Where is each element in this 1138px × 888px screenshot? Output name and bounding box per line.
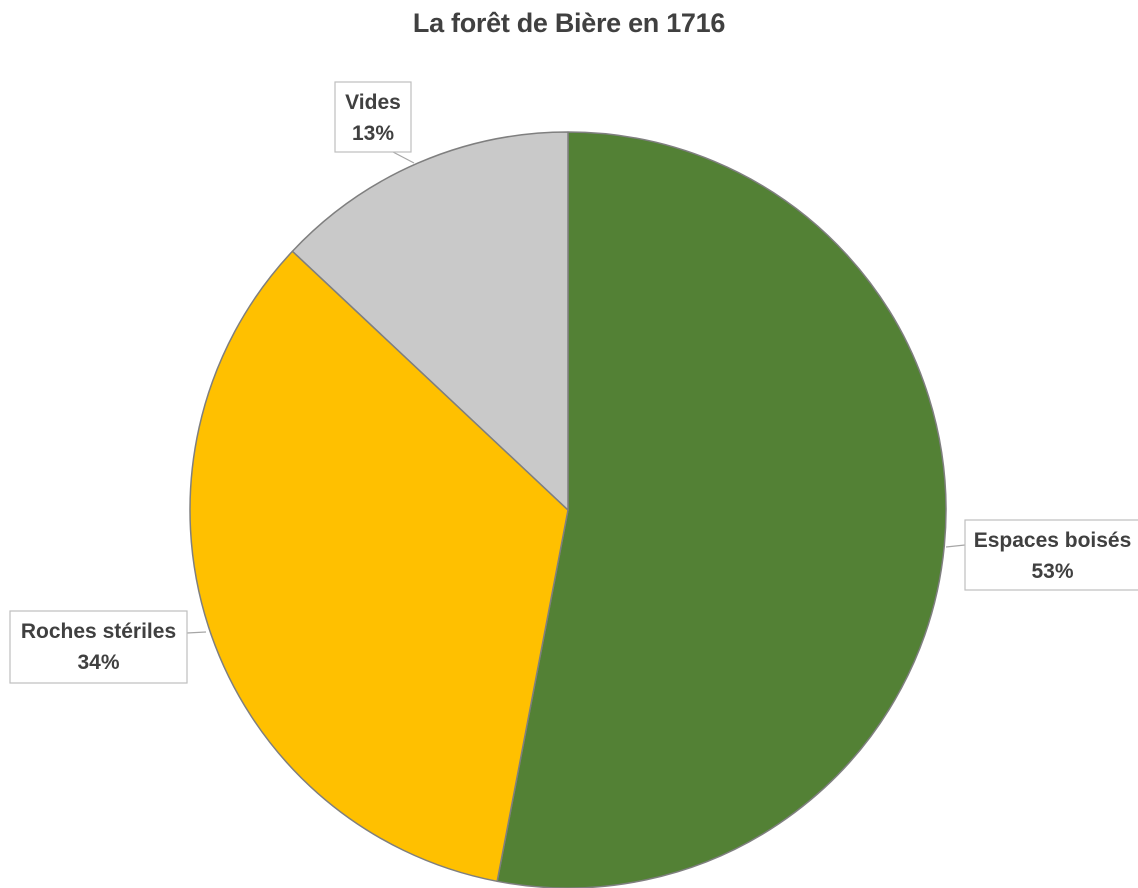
data-label-3: Vides 13%	[334, 81, 415, 164]
label-value-1: 53%	[1031, 560, 1073, 583]
leader-line-2	[186, 631, 207, 634]
label-box-1	[964, 519, 1138, 591]
pie-slice-1	[496, 131, 947, 888]
label-category-1: Espaces boisés	[974, 529, 1132, 552]
pie-slice-3	[291, 131, 569, 511]
leader-line-1	[945, 544, 966, 548]
label-category-2: Roches stériles	[21, 620, 176, 643]
data-label-1: Espaces boisés 53%	[945, 519, 1138, 591]
label-value-2: 34%	[77, 651, 119, 674]
pie-slice-2	[189, 250, 569, 883]
label-box-3	[334, 81, 412, 153]
slices-layer	[189, 131, 947, 888]
label-value-3: 13%	[352, 122, 394, 145]
labels-layer: Espaces boisés 53% Roches stériles 34% Vides…	[9, 81, 1138, 684]
data-label-2: Roches stériles 34%	[9, 610, 207, 684]
label-box-2	[9, 610, 188, 684]
leader-line-3	[392, 151, 415, 164]
label-category-3: Vides	[345, 91, 401, 114]
chart-title: La forêt de Bière en 1716	[412, 8, 726, 38]
